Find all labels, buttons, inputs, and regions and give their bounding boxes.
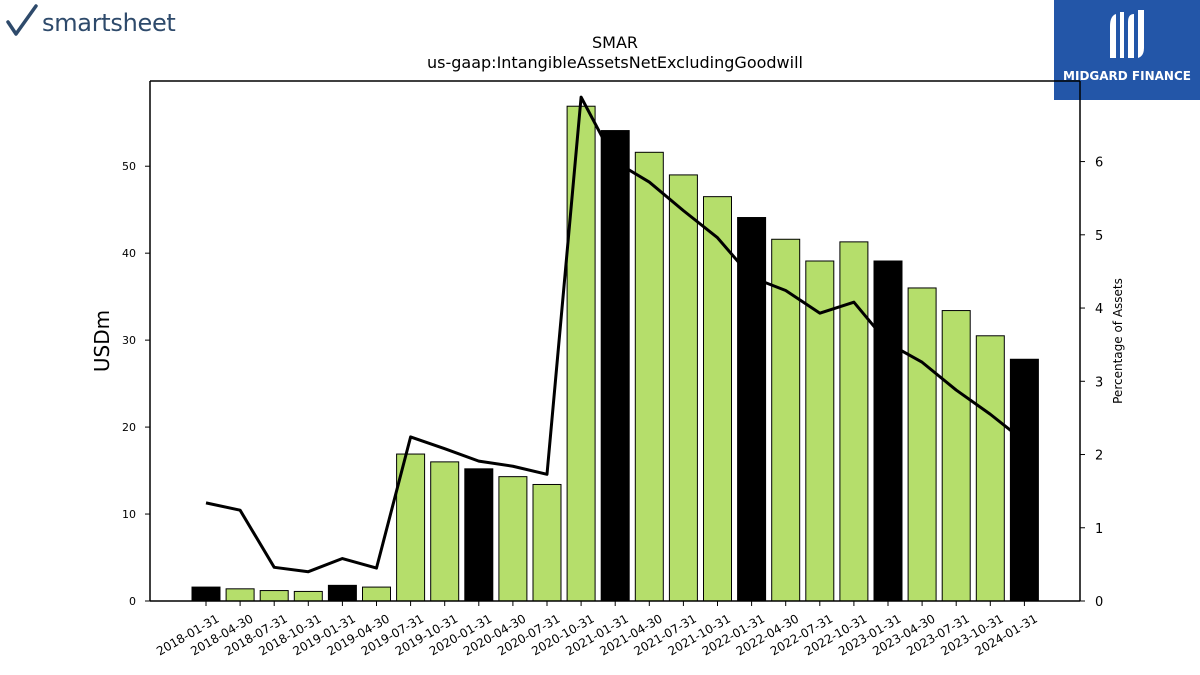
y-tick-label: 20	[122, 421, 136, 434]
y2-tick-label: 2	[1095, 449, 1103, 464]
y-tick-label: 30	[122, 334, 136, 347]
bar-2020-04-30	[498, 476, 528, 602]
y-tick-label: 0	[129, 595, 136, 608]
midgard-wordmark: MIDGARD FINANCE	[1063, 69, 1191, 83]
bar-2021-01-31	[600, 130, 630, 602]
bar-2019-04-30	[362, 586, 391, 602]
y2-tick-label: 4	[1095, 302, 1103, 317]
y2-tick-label: 5	[1095, 229, 1103, 244]
smartsheet-wordmark: smartsheet	[42, 9, 176, 37]
bar-2018-10-31	[293, 590, 323, 602]
bar-2019-01-31	[327, 584, 357, 602]
y2-tick-label: 6	[1095, 156, 1103, 171]
bar-2020-07-31	[532, 483, 562, 602]
bar-2022-10-31	[839, 241, 869, 602]
chart-subtitle: us-gaap:IntangibleAssetsNetExcludingGood…	[427, 53, 803, 72]
left-axis-ticks: 0 10 20 30 40 50	[122, 160, 150, 608]
bar-2019-10-31	[430, 461, 460, 602]
bar-2018-07-31	[259, 590, 289, 602]
y2-tick-label: 3	[1095, 375, 1103, 390]
bar-2023-04-30	[907, 287, 937, 602]
checkmark-icon	[6, 4, 38, 36]
midgard-finance-logo: MIDGARD FINANCE	[1054, 0, 1200, 100]
y-tick-label: 40	[122, 247, 136, 260]
bar-2022-07-31	[805, 260, 835, 602]
bar-2021-10-31	[703, 196, 732, 602]
y-axis-label: USDm	[90, 310, 114, 372]
y-tick-label: 10	[122, 508, 136, 521]
chart-title: SMAR	[592, 33, 638, 52]
bars-layer	[191, 105, 1039, 602]
right-axis-ticks: 0 1 2 3 4 5 6	[1080, 156, 1103, 610]
bar-2018-04-30	[225, 588, 255, 602]
bar-2023-01-31	[873, 260, 903, 602]
midgard-monogram-icon	[1110, 10, 1144, 58]
y2-tick-label: 0	[1095, 595, 1103, 610]
percentage-line	[205, 95, 1026, 574]
bar-2021-04-30	[634, 151, 664, 602]
bar-2021-07-31	[668, 174, 698, 602]
x-axis-ticks: 2018-01-312018-04-302018-07-312018-10-31…	[154, 601, 1040, 658]
bar-2020-10-31	[566, 105, 596, 602]
y-tick-label: 50	[122, 160, 136, 173]
bar-2020-01-31	[464, 468, 494, 602]
y2-axis-label: Percentage of Assets	[1111, 278, 1125, 404]
y2-tick-label: 1	[1095, 522, 1103, 537]
bar-2023-10-31	[975, 335, 1005, 602]
smartsheet-logo: smartsheet	[6, 4, 206, 44]
bar-2024-01-31	[1009, 358, 1039, 602]
bar-2018-01-31	[191, 586, 221, 602]
bar-2023-07-31	[941, 310, 971, 602]
bar-2022-04-30	[771, 238, 801, 602]
